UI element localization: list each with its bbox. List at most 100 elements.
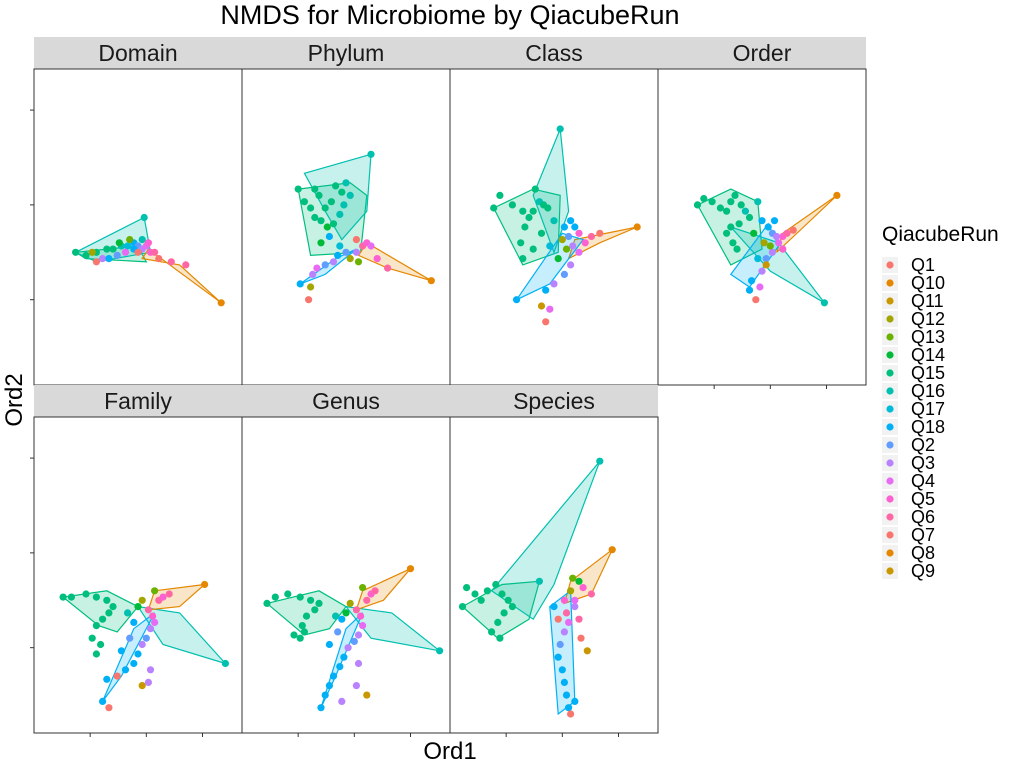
data-point: [124, 609, 132, 617]
data-point: [754, 255, 762, 263]
data-point: [338, 697, 346, 706]
legend-key-point: [886, 261, 894, 269]
data-point: [700, 195, 708, 203]
data-point: [340, 201, 348, 209]
legend-item-q15: Q15: [882, 363, 945, 383]
data-point: [151, 587, 159, 595]
data-point: [142, 634, 150, 642]
data-point: [562, 245, 571, 253]
legend-key-point: [886, 567, 894, 575]
legend-label: Q11: [911, 291, 944, 311]
data-point: [294, 185, 302, 193]
data-point: [764, 223, 772, 231]
hull-q10: [147, 583, 207, 611]
panel-plot-area: [449, 416, 659, 734]
data-point: [571, 223, 579, 231]
data-point: [406, 565, 415, 573]
data-point: [562, 609, 571, 617]
legend-label: Q1: [911, 255, 935, 275]
legend-label: Q7: [911, 525, 935, 545]
data-point: [384, 264, 392, 272]
legend-key-point: [886, 459, 894, 467]
data-point: [575, 615, 583, 623]
data-point: [103, 596, 111, 604]
data-point: [567, 261, 575, 269]
data-point: [217, 299, 225, 307]
data-point: [735, 220, 743, 228]
data-point: [471, 590, 479, 598]
data-point: [608, 546, 616, 554]
legend-item-q1: Q1: [882, 255, 935, 275]
data-point: [745, 286, 754, 294]
data-point: [508, 201, 516, 209]
data-point: [367, 242, 375, 250]
legend-label: Q14: [911, 345, 945, 365]
data-point: [560, 596, 569, 604]
data-point: [567, 587, 575, 595]
data-point: [587, 590, 596, 598]
data-point: [336, 242, 344, 250]
data-point: [325, 232, 333, 241]
data-point: [115, 239, 123, 247]
data-point: [144, 606, 152, 614]
facet-panels: Domain Phylum Class Order Family Genus Species: [30, 37, 867, 737]
data-point: [708, 198, 716, 206]
data-point: [519, 255, 527, 263]
data-point: [727, 198, 735, 206]
legend-item-q17: Q17: [882, 399, 945, 419]
legend-item-q10: Q10: [882, 273, 945, 293]
legend-label: Q13: [911, 327, 945, 347]
data-point: [121, 248, 130, 256]
data-point: [556, 640, 564, 649]
data-point: [121, 666, 130, 674]
data-point: [436, 647, 444, 655]
data-point: [323, 223, 331, 231]
data-point: [693, 201, 702, 209]
data-point: [633, 223, 641, 231]
legend-key-point: [886, 477, 894, 485]
data-point: [544, 204, 552, 212]
data-point: [458, 603, 467, 611]
data-point: [513, 296, 521, 304]
hull-q17: [532, 128, 570, 255]
data-point: [565, 232, 573, 241]
data-point: [560, 628, 569, 636]
data-point: [596, 229, 604, 237]
legend-item-q13: Q13: [882, 327, 945, 347]
legend-key-point: [886, 531, 894, 539]
data-point: [99, 697, 107, 706]
data-point: [336, 210, 344, 218]
data-point: [130, 618, 138, 627]
data-point: [352, 682, 360, 690]
legend-item-q11: Q11: [882, 291, 944, 311]
panel-plot-area: [241, 416, 451, 734]
data-point: [338, 188, 346, 196]
data-point: [760, 239, 768, 247]
data-point: [766, 242, 774, 250]
legend-item-q9: Q9: [882, 561, 935, 581]
data-point: [329, 672, 338, 680]
legend-key-point: [886, 441, 894, 449]
data-point: [321, 204, 329, 212]
hull-q17: [490, 460, 601, 621]
data-point: [311, 606, 319, 614]
data-point: [357, 612, 365, 620]
hull-q16: [297, 182, 368, 257]
data-point: [346, 255, 354, 263]
data-point: [329, 220, 338, 228]
data-point: [105, 255, 113, 263]
data-point: [334, 628, 342, 636]
data-point: [325, 682, 333, 690]
panel-plot-area: [449, 68, 659, 386]
data-point: [575, 248, 583, 256]
data-point: [508, 603, 516, 611]
data-point: [537, 302, 546, 310]
data-point: [109, 245, 117, 253]
data-point: [359, 584, 367, 592]
facet-strip: [242, 385, 450, 417]
panel-plot-area: [241, 68, 451, 386]
data-point: [67, 593, 75, 601]
data-point: [300, 198, 308, 206]
facet-strip-label: Order: [733, 40, 792, 66]
data-point: [144, 678, 152, 687]
